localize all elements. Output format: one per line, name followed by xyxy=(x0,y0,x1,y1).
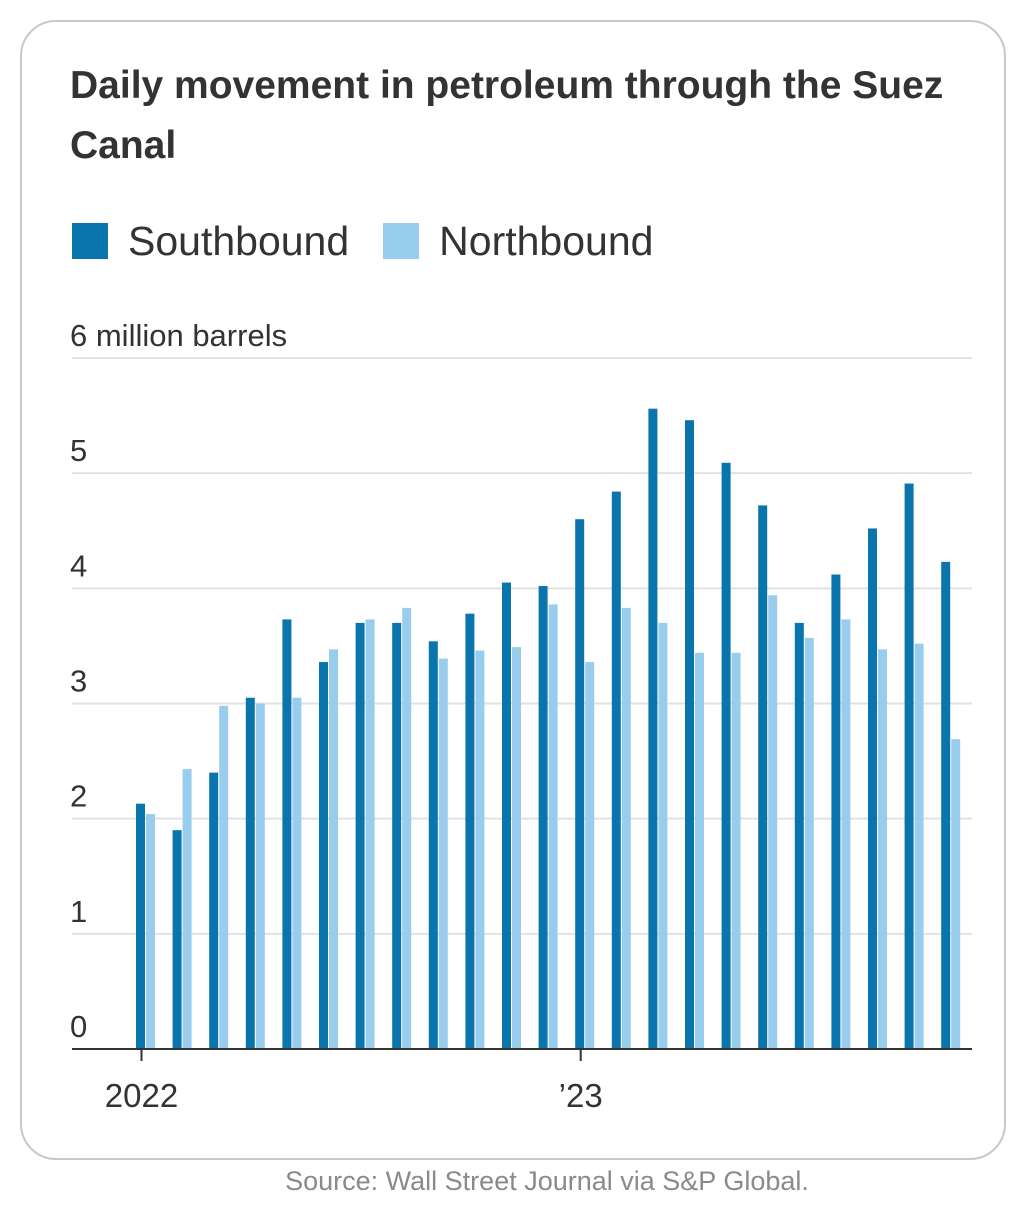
bar-northbound-1 xyxy=(182,769,192,1049)
bar-southbound-11 xyxy=(538,586,548,1049)
legend-label-southbound: Southbound xyxy=(128,217,350,264)
bar-southbound-22 xyxy=(941,561,951,1049)
legend-item-southbound: Southbound xyxy=(72,218,349,265)
legend-swatch-northbound xyxy=(383,223,420,259)
legend-swatch-southbound xyxy=(72,223,108,259)
bar-southbound-4 xyxy=(282,619,292,1049)
bar-northbound-10 xyxy=(512,647,521,1049)
x-tick-label-1: ’23 xyxy=(559,1077,603,1114)
axes: 0 1 2 3 4 5 6 million barrels 2022 ’23 xyxy=(70,318,972,1114)
bar-northbound-17 xyxy=(768,595,778,1049)
bar-southbound-9 xyxy=(465,613,475,1049)
bar-southbound-3 xyxy=(245,697,255,1049)
bar-southbound-18 xyxy=(794,622,804,1049)
x-tick-label-0: 2022 xyxy=(105,1077,178,1114)
bar-southbound-6 xyxy=(355,622,365,1049)
bar-southbound-1 xyxy=(172,830,182,1049)
bar-northbound-21 xyxy=(914,643,924,1049)
bar-northbound-3 xyxy=(255,703,265,1049)
bar-southbound-17 xyxy=(758,505,768,1049)
bar-chart: 0 1 2 3 4 5 6 million barrels 2022 ’23 xyxy=(70,318,972,1114)
bar-southbound-10 xyxy=(502,582,511,1049)
chart-title: Daily movement in petroleum through the … xyxy=(70,64,944,167)
bar-northbound-19 xyxy=(841,619,851,1049)
bar-northbound-9 xyxy=(475,650,485,1049)
bar-northbound-16 xyxy=(731,652,741,1049)
bar-southbound-2 xyxy=(209,772,219,1049)
bar-northbound-18 xyxy=(804,637,814,1049)
bar-southbound-5 xyxy=(319,662,328,1049)
bar-northbound-8 xyxy=(438,658,448,1049)
y-tick-label-1: 1 xyxy=(70,894,87,929)
gridlines xyxy=(72,357,972,935)
bar-northbound-6 xyxy=(365,619,375,1049)
y-tick-label-3: 3 xyxy=(70,664,87,699)
y-tick-label-0: 0 xyxy=(70,1009,87,1044)
y-tick-label-6: 6 million barrels xyxy=(70,318,287,353)
bar-northbound-22 xyxy=(951,739,961,1049)
bar-northbound-14 xyxy=(658,622,668,1049)
bar-northbound-5 xyxy=(329,649,338,1049)
bar-southbound-14 xyxy=(648,408,658,1049)
bar-southbound-21 xyxy=(904,483,914,1049)
bar-southbound-8 xyxy=(428,641,438,1049)
legend-label-northbound: Northbound xyxy=(439,217,654,264)
bar-southbound-20 xyxy=(868,528,877,1049)
bar-northbound-7 xyxy=(402,607,412,1049)
bar-northbound-4 xyxy=(292,697,302,1049)
bar-northbound-11 xyxy=(548,604,558,1049)
bar-southbound-16 xyxy=(721,462,731,1050)
y-tick-label-2: 2 xyxy=(70,779,87,814)
y-tick-label-4: 4 xyxy=(70,548,87,583)
bar-northbound-20 xyxy=(878,649,887,1049)
bar-northbound-2 xyxy=(219,705,229,1049)
bar-northbound-13 xyxy=(621,607,631,1049)
bar-southbound-12 xyxy=(575,519,585,1049)
bar-northbound-15 xyxy=(695,652,704,1049)
bar-southbound-7 xyxy=(392,622,402,1049)
bar-southbound-15 xyxy=(685,420,694,1049)
bar-southbound-0 xyxy=(136,803,145,1049)
y-tick-label-5: 5 xyxy=(70,433,87,468)
legend-item-northbound: Northbound xyxy=(383,218,653,265)
bar-southbound-13 xyxy=(611,491,621,1049)
source-note: Source: Wall Street Journal via S&P Glob… xyxy=(285,1166,809,1196)
bar-northbound-12 xyxy=(585,662,595,1049)
bar-southbound-19 xyxy=(831,574,841,1049)
bar-northbound-0 xyxy=(146,814,155,1049)
legend: Southbound Northbound xyxy=(72,214,687,268)
bars xyxy=(136,408,961,1050)
